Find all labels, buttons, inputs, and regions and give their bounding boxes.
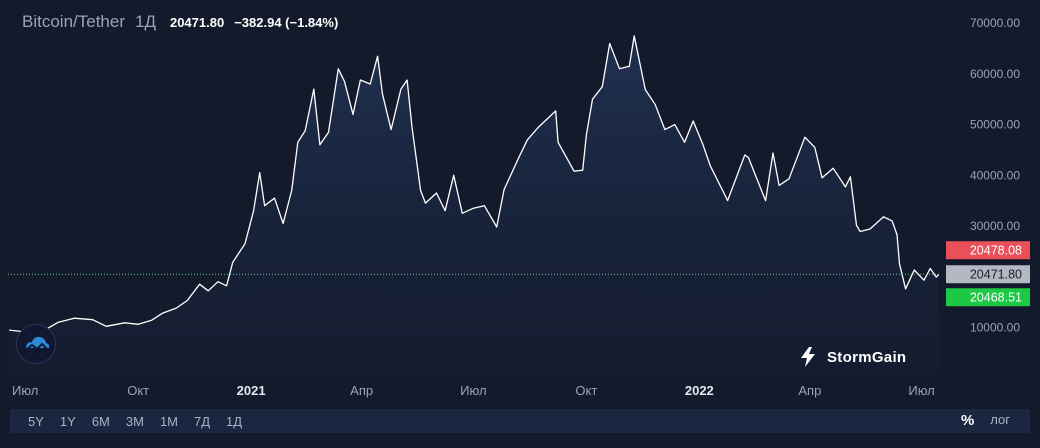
- range-6m-button[interactable]: 6M: [91, 413, 110, 429]
- ask-price-tag-bg: [946, 241, 1030, 260]
- range-7d-button[interactable]: 7Д: [194, 413, 211, 429]
- interval-label[interactable]: 1Д: [135, 12, 156, 31]
- lightning-icon: [801, 347, 815, 367]
- symbol-label: Bitcoin/Tether: [22, 12, 125, 31]
- y-tick-label: 40000.00: [970, 168, 1020, 182]
- last-price: 20471.80: [169, 15, 225, 30]
- range-3m-button[interactable]: 3M: [125, 413, 144, 429]
- ask-price-tag: 20478.08: [970, 244, 1022, 258]
- x-tick-label: Июл: [460, 383, 486, 398]
- x-tick-label: Июл: [12, 383, 38, 398]
- x-tick-label: Окт: [127, 383, 149, 398]
- log-scale-toggle[interactable]: лог: [990, 412, 1010, 427]
- range-1d-button[interactable]: 1Д: [226, 413, 243, 429]
- y-tick-label: 10000.00: [970, 320, 1020, 334]
- x-tick-label: Окт: [575, 383, 597, 398]
- last-price-tag-bg: [946, 265, 1030, 284]
- cloud-chart-icon: [26, 336, 50, 351]
- x-tick-label: Апр: [798, 383, 821, 398]
- y-tick-label: 30000.00: [970, 219, 1020, 233]
- x-tick-label: 2021: [237, 383, 266, 398]
- x-tick-label: Апр: [350, 383, 373, 398]
- last-price-tag: 20471.80: [970, 268, 1022, 282]
- percent-scale-toggle[interactable]: %: [960, 412, 975, 429]
- app-logo-icon: [16, 324, 56, 364]
- brand-name: StormGain: [827, 348, 907, 366]
- range-1y-button[interactable]: 1Y: [59, 413, 76, 429]
- price-line: [9, 35, 940, 333]
- range-5y-button[interactable]: 5Y: [28, 413, 44, 429]
- x-tick-label: 2022: [685, 383, 714, 398]
- bid-price-tag-bg: [946, 288, 1030, 307]
- range-toolbar: 5Y 1Y 6M 3M 1M 7Д 1Д % лог: [10, 409, 1030, 433]
- price-change: −382.94 (−1.84%): [234, 15, 339, 30]
- x-tick-label: Июл: [908, 383, 934, 398]
- stormgain-watermark: StormGain: [797, 346, 906, 368]
- price-area: [9, 35, 939, 379]
- y-tick-label: 70000.00: [970, 16, 1020, 30]
- y-tick-label: 50000.00: [970, 118, 1020, 132]
- y-tick-label: 60000.00: [970, 67, 1020, 81]
- chart-header: Bitcoin/Tether 1Д 20471.80 −382.94 (−1.8…: [22, 12, 338, 32]
- range-1m-button[interactable]: 1M: [159, 413, 178, 429]
- bid-price-tag: 20468.51: [970, 291, 1022, 305]
